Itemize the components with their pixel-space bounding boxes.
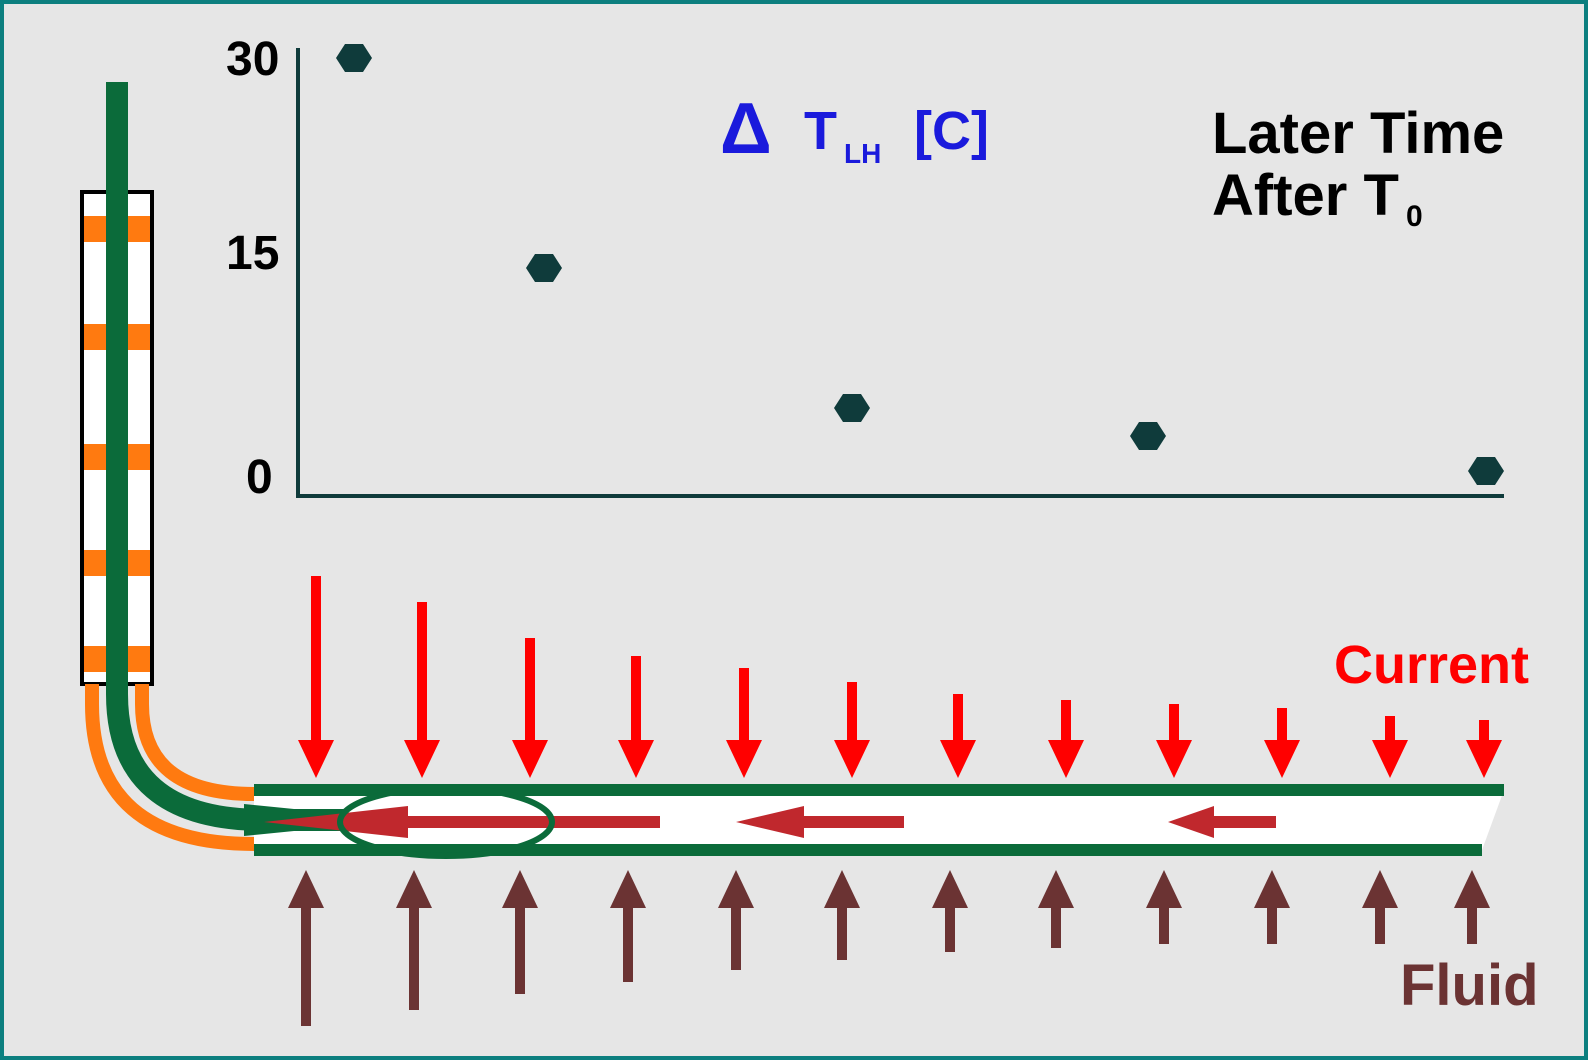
fluid-arrows bbox=[288, 870, 1490, 1026]
y-tick-label: 30 bbox=[226, 33, 280, 86]
chart-title-variable: T bbox=[804, 101, 837, 161]
fiber-line bbox=[106, 82, 344, 831]
current-arrow bbox=[1372, 716, 1408, 778]
current-arrow bbox=[1264, 708, 1300, 778]
current-label: Current bbox=[1334, 635, 1530, 695]
annotation-after-t: After T bbox=[1212, 163, 1399, 228]
data-point bbox=[526, 254, 562, 282]
fluid-arrow bbox=[718, 870, 754, 970]
fluid-arrow bbox=[288, 870, 324, 1026]
heated-section-ellipse bbox=[337, 785, 555, 859]
fluid-arrow bbox=[1146, 870, 1182, 944]
data-points bbox=[336, 44, 1504, 485]
fluid-arrow bbox=[1362, 870, 1398, 944]
annotation-subscript: 0 bbox=[1406, 200, 1423, 233]
flow-arrow bbox=[264, 806, 660, 838]
bend-casing-inner bbox=[135, 684, 255, 801]
bend-casing-outer bbox=[85, 684, 255, 851]
y-tick-label: 0 bbox=[246, 451, 273, 504]
fluid-arrow bbox=[1038, 870, 1074, 948]
fluid-arrow bbox=[502, 870, 538, 994]
flow-arrows bbox=[264, 806, 1276, 838]
annotation-later-time: Later Time bbox=[1212, 101, 1505, 166]
data-point bbox=[834, 394, 870, 422]
current-arrow bbox=[834, 682, 870, 778]
chart-title-subscript: LH bbox=[844, 138, 882, 169]
fluid-label: Fluid bbox=[1400, 953, 1539, 1018]
fluid-arrow bbox=[932, 870, 968, 952]
delta-symbol: Δ bbox=[720, 89, 772, 169]
y-tick-label: 15 bbox=[226, 227, 280, 280]
fluid-arrow bbox=[1254, 870, 1290, 944]
current-arrow bbox=[1466, 720, 1502, 778]
current-arrow bbox=[726, 668, 762, 778]
current-arrow bbox=[1156, 704, 1192, 778]
data-point bbox=[1468, 457, 1504, 485]
fluid-arrow bbox=[824, 870, 860, 960]
current-arrow bbox=[404, 602, 440, 778]
data-point bbox=[336, 44, 372, 72]
fluid-arrow bbox=[396, 870, 432, 1010]
flow-arrow bbox=[1168, 806, 1276, 838]
data-point bbox=[1130, 422, 1166, 450]
chart-title-unit: [C] bbox=[914, 101, 989, 161]
current-arrow bbox=[940, 694, 976, 778]
current-arrow bbox=[618, 656, 654, 778]
current-arrow bbox=[298, 576, 334, 778]
fluid-arrow bbox=[1454, 870, 1490, 944]
fluid-arrow bbox=[610, 870, 646, 982]
diagram-frame: 30 15 0 Δ T LH [C] Later Time After T 0 … bbox=[4, 4, 1584, 1056]
current-arrow bbox=[512, 638, 548, 778]
flow-arrow bbox=[736, 806, 904, 838]
current-arrows bbox=[298, 576, 1502, 778]
current-arrow bbox=[1048, 700, 1084, 778]
wellbore-diagram bbox=[80, 44, 1504, 1026]
